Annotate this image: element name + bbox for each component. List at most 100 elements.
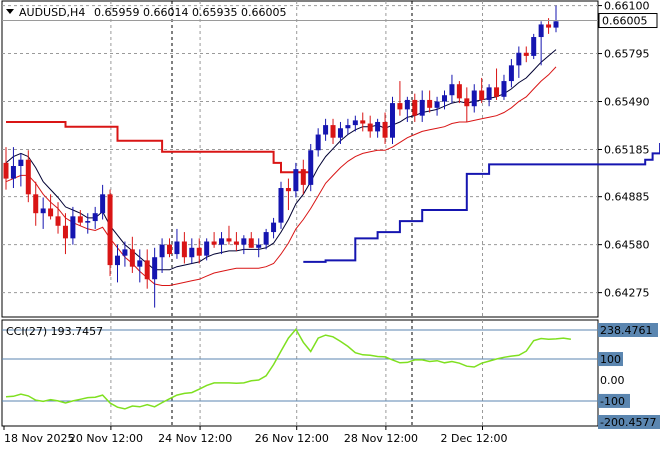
- candle-layer: [3, 5, 559, 308]
- candle-body: [10, 166, 16, 179]
- candle-body: [308, 150, 314, 185]
- last-price-label: 0.66005: [602, 15, 648, 28]
- candle-body: [33, 194, 39, 214]
- candle: [3, 147, 9, 190]
- candle: [189, 238, 195, 264]
- candle: [434, 96, 440, 116]
- candle: [137, 249, 143, 283]
- candle: [62, 213, 68, 255]
- candle-body: [159, 244, 165, 258]
- candle: [456, 81, 462, 104]
- cci-level-box: [598, 415, 660, 429]
- candle: [412, 93, 418, 122]
- candle: [427, 90, 433, 113]
- candle-body: [345, 125, 351, 129]
- candle-body: [486, 87, 492, 100]
- candle: [152, 247, 158, 308]
- candle-body: [315, 134, 321, 151]
- price-tick-label: 0.64885: [604, 191, 650, 204]
- candle-body: [278, 188, 284, 223]
- series-layer: [5, 49, 660, 286]
- candle: [114, 244, 120, 283]
- overlay-red-band: [5, 66, 557, 286]
- candle-body: [479, 90, 485, 100]
- candle-body: [360, 120, 366, 124]
- cci-tick-label: 100: [600, 353, 621, 366]
- candle-body: [55, 216, 61, 226]
- candle: [508, 59, 514, 88]
- candle: [479, 77, 485, 104]
- candle-body: [226, 238, 232, 242]
- candle: [48, 194, 54, 220]
- candle-body: [122, 249, 128, 256]
- candle: [40, 197, 46, 229]
- candle-body: [508, 65, 514, 82]
- candle-body: [419, 99, 425, 116]
- grid-layer: [1, 0, 599, 427]
- candle: [404, 96, 410, 122]
- candle: [167, 238, 173, 258]
- candle-body: [256, 244, 262, 248]
- candle-body: [375, 121, 381, 132]
- symbol-label[interactable]: AUDUSD,H4: [19, 6, 85, 19]
- candle-body: [494, 87, 500, 97]
- candle-body: [167, 244, 173, 255]
- symbol-dropdown-icon[interactable]: [6, 9, 14, 14]
- time-tick-label: 18 Nov 2025: [4, 432, 74, 445]
- candle: [70, 206, 76, 245]
- candle: [367, 115, 373, 138]
- candle-body: [219, 238, 225, 245]
- ohlc-label: 0.65959 0.66014 0.65935 0.66005: [94, 6, 286, 19]
- candle: [352, 115, 358, 132]
- time-tick-label: 2 Dec 12:00: [441, 432, 508, 445]
- candle: [256, 238, 262, 258]
- candle: [471, 84, 477, 113]
- cci-tick-label: 238.4761: [600, 324, 653, 337]
- candle-body: [404, 99, 410, 110]
- cci-tick-label: 0.00: [600, 374, 625, 387]
- candle-body: [434, 101, 440, 108]
- candle-body: [77, 216, 83, 223]
- cci-line: [5, 327, 572, 410]
- candle-body: [107, 194, 113, 266]
- candle-body: [152, 257, 158, 280]
- cci-level-box: [598, 352, 623, 367]
- candle-body: [241, 238, 247, 245]
- candle: [315, 128, 321, 157]
- candle-body: [211, 241, 217, 245]
- price-tick-label: 0.65795: [604, 48, 650, 61]
- candle: [293, 162, 299, 198]
- candle-body: [389, 103, 395, 138]
- candle: [523, 46, 529, 63]
- candle-body: [456, 84, 462, 99]
- candle: [159, 238, 165, 273]
- candle-body: [25, 159, 31, 195]
- candle: [308, 143, 314, 192]
- price-tick-label: 0.64275: [604, 287, 650, 300]
- price-tick-label: 0.66100: [604, 0, 650, 13]
- candle-body: [144, 260, 150, 280]
- candle: [174, 228, 180, 259]
- cci-layer: [2, 327, 598, 410]
- candle-body: [412, 99, 418, 116]
- cci-level-box: [598, 323, 658, 337]
- candle: [516, 46, 522, 78]
- candle-body: [70, 216, 76, 239]
- candle: [501, 74, 507, 100]
- candle: [107, 189, 113, 277]
- candle-body: [382, 121, 388, 138]
- candle: [33, 181, 39, 226]
- overlay-red-step: [6, 121, 311, 174]
- candle-body: [263, 232, 269, 245]
- candle-body: [100, 194, 106, 214]
- candle-body: [427, 99, 433, 108]
- candle: [226, 225, 232, 245]
- candle: [122, 241, 128, 267]
- candle-body: [18, 159, 24, 167]
- cci-level-box: [598, 393, 630, 408]
- candle-body: [337, 128, 343, 138]
- candle: [204, 238, 210, 261]
- candle-body: [196, 247, 202, 256]
